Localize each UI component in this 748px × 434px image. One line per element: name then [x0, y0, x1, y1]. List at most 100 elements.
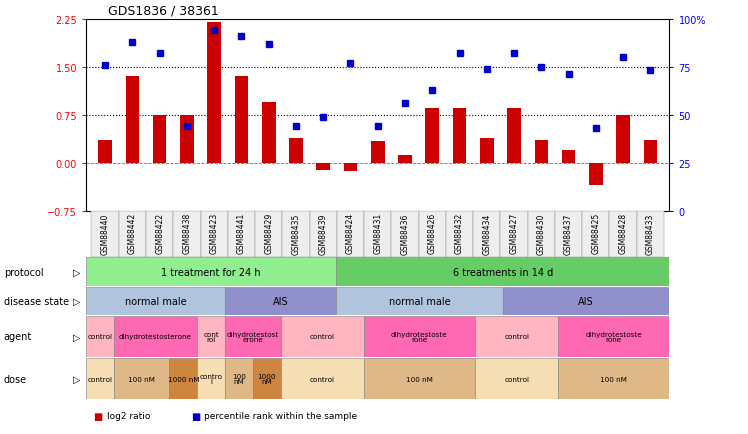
- FancyBboxPatch shape: [503, 287, 669, 315]
- Bar: [480, 139, 494, 163]
- Text: 1000
nM: 1000 nM: [257, 373, 276, 385]
- Text: GSM88429: GSM88429: [264, 213, 273, 254]
- Bar: [262, 103, 275, 163]
- FancyBboxPatch shape: [225, 287, 336, 315]
- Text: AIS: AIS: [273, 296, 288, 306]
- Text: control: control: [88, 334, 112, 339]
- FancyBboxPatch shape: [86, 258, 336, 286]
- Text: dihydrotestoste
rone: dihydrotestoste rone: [586, 331, 643, 342]
- Bar: [153, 115, 167, 163]
- Text: GDS1836 / 38361: GDS1836 / 38361: [108, 4, 219, 17]
- FancyBboxPatch shape: [225, 358, 253, 399]
- Text: 1000 nM: 1000 nM: [168, 376, 199, 381]
- Text: control: control: [310, 334, 334, 339]
- Text: GSM88426: GSM88426: [428, 213, 437, 254]
- FancyBboxPatch shape: [336, 287, 503, 315]
- Bar: [589, 163, 603, 186]
- FancyBboxPatch shape: [119, 211, 146, 257]
- Text: 100
nM: 100 nM: [232, 373, 246, 385]
- FancyBboxPatch shape: [500, 211, 527, 257]
- Text: GSM88424: GSM88424: [346, 213, 355, 254]
- FancyBboxPatch shape: [91, 211, 119, 257]
- Text: GSM88437: GSM88437: [564, 213, 573, 254]
- Bar: [235, 77, 248, 163]
- FancyBboxPatch shape: [114, 316, 197, 357]
- Text: control: control: [504, 334, 529, 339]
- FancyBboxPatch shape: [228, 211, 255, 257]
- Text: GSM88423: GSM88423: [209, 213, 218, 254]
- Text: ▷: ▷: [73, 296, 81, 306]
- FancyBboxPatch shape: [475, 358, 558, 399]
- Text: GSM88434: GSM88434: [482, 213, 491, 254]
- Bar: [207, 23, 221, 163]
- Text: dihydrotestosterone: dihydrotestosterone: [119, 334, 192, 339]
- Text: cont
rol: cont rol: [203, 331, 219, 342]
- Text: GSM88439: GSM88439: [319, 213, 328, 254]
- FancyBboxPatch shape: [364, 358, 475, 399]
- Text: 100 nM: 100 nM: [128, 376, 155, 381]
- Text: dose: dose: [4, 374, 27, 384]
- FancyBboxPatch shape: [391, 211, 419, 257]
- Text: ▷: ▷: [73, 332, 81, 342]
- FancyBboxPatch shape: [197, 316, 225, 357]
- Text: GSM88427: GSM88427: [509, 213, 518, 254]
- Bar: [316, 163, 330, 171]
- Text: log2 ratio: log2 ratio: [107, 411, 150, 420]
- FancyBboxPatch shape: [174, 211, 200, 257]
- FancyBboxPatch shape: [527, 211, 555, 257]
- FancyBboxPatch shape: [225, 316, 280, 357]
- FancyBboxPatch shape: [558, 316, 669, 357]
- FancyBboxPatch shape: [582, 211, 610, 257]
- Text: GSM88440: GSM88440: [100, 213, 110, 254]
- Text: disease state: disease state: [4, 296, 69, 306]
- FancyBboxPatch shape: [255, 211, 282, 257]
- Text: GSM88435: GSM88435: [292, 213, 301, 254]
- FancyBboxPatch shape: [419, 211, 446, 257]
- Bar: [98, 141, 112, 163]
- Text: ■: ■: [191, 411, 200, 421]
- Text: GSM88442: GSM88442: [128, 213, 137, 254]
- Text: GSM88425: GSM88425: [592, 213, 601, 254]
- Text: protocol: protocol: [4, 267, 43, 277]
- Text: GSM88431: GSM88431: [373, 213, 382, 254]
- Text: GSM88441: GSM88441: [237, 213, 246, 254]
- FancyBboxPatch shape: [114, 358, 169, 399]
- Bar: [371, 141, 384, 163]
- Bar: [507, 109, 521, 163]
- Text: 100 nM: 100 nM: [601, 376, 628, 381]
- Text: control: control: [504, 376, 529, 381]
- Text: control: control: [310, 376, 334, 381]
- Text: GSM88438: GSM88438: [183, 213, 191, 254]
- Text: dihydrotestost
erone: dihydrotestost erone: [227, 331, 279, 342]
- FancyBboxPatch shape: [197, 358, 225, 399]
- Text: GSM88432: GSM88432: [455, 213, 464, 254]
- FancyBboxPatch shape: [610, 211, 637, 257]
- Text: GSM88430: GSM88430: [537, 213, 546, 254]
- Bar: [643, 141, 657, 163]
- FancyBboxPatch shape: [169, 358, 197, 399]
- Text: percentile rank within the sample: percentile rank within the sample: [204, 411, 358, 420]
- FancyBboxPatch shape: [637, 211, 664, 257]
- FancyBboxPatch shape: [282, 211, 310, 257]
- Text: ▷: ▷: [73, 374, 81, 384]
- FancyBboxPatch shape: [253, 358, 280, 399]
- FancyBboxPatch shape: [86, 316, 114, 357]
- Text: ▷: ▷: [73, 267, 81, 277]
- FancyBboxPatch shape: [555, 211, 582, 257]
- Bar: [126, 77, 139, 163]
- Bar: [426, 109, 439, 163]
- Bar: [453, 109, 466, 163]
- Bar: [535, 141, 548, 163]
- Text: 100 nM: 100 nM: [406, 376, 433, 381]
- FancyBboxPatch shape: [310, 211, 337, 257]
- Text: GSM88428: GSM88428: [619, 213, 628, 254]
- FancyBboxPatch shape: [364, 316, 475, 357]
- FancyBboxPatch shape: [280, 316, 364, 357]
- FancyBboxPatch shape: [200, 211, 228, 257]
- FancyBboxPatch shape: [475, 316, 558, 357]
- Text: GSM88436: GSM88436: [400, 213, 409, 254]
- FancyBboxPatch shape: [280, 358, 364, 399]
- FancyBboxPatch shape: [446, 211, 473, 257]
- FancyBboxPatch shape: [337, 211, 364, 257]
- FancyBboxPatch shape: [86, 358, 114, 399]
